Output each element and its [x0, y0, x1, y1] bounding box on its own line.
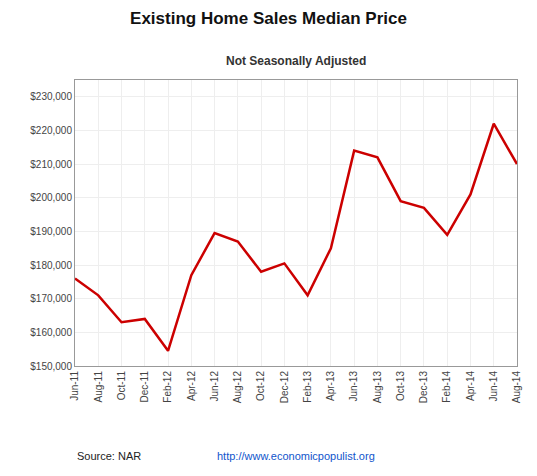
- svg-text:Apr-13: Apr-13: [325, 371, 336, 401]
- svg-text:Oct-12: Oct-12: [255, 371, 266, 401]
- svg-text:$160,000: $160,000: [30, 327, 72, 338]
- svg-text:$220,000: $220,000: [30, 125, 72, 136]
- svg-text:Dec-12: Dec-12: [279, 371, 290, 404]
- svg-text:Feb-12: Feb-12: [162, 371, 173, 403]
- svg-text:http://www.economicpopulist.or: http://www.economicpopulist.org: [217, 450, 375, 462]
- svg-text:Aug-14: Aug-14: [511, 371, 522, 404]
- svg-text:$180,000: $180,000: [30, 260, 72, 271]
- svg-text:Aug-11: Aug-11: [93, 371, 104, 403]
- svg-text:Not Seasonally Adjusted: Not Seasonally Adjusted: [226, 54, 366, 68]
- svg-text:Jun-14: Jun-14: [488, 371, 499, 402]
- svg-text:Apr-12: Apr-12: [186, 371, 197, 401]
- svg-text:$170,000: $170,000: [30, 293, 72, 304]
- svg-text:Jun-12: Jun-12: [209, 371, 220, 402]
- svg-text:Existing Home Sales Median Pri: Existing Home Sales Median Price: [130, 9, 407, 28]
- svg-text:$150,000: $150,000: [30, 361, 72, 372]
- svg-text:$190,000: $190,000: [30, 226, 72, 237]
- svg-text:Dec-11: Dec-11: [139, 371, 150, 403]
- svg-text:$230,000: $230,000: [30, 91, 72, 102]
- svg-text:Feb-13: Feb-13: [302, 371, 313, 403]
- svg-text:Feb-14: Feb-14: [441, 371, 452, 403]
- svg-text:Oct-11: Oct-11: [116, 371, 127, 401]
- svg-text:Aug-13: Aug-13: [372, 371, 383, 404]
- svg-text:$200,000: $200,000: [30, 192, 72, 203]
- svg-text:Apr-14: Apr-14: [465, 371, 476, 401]
- svg-text:Aug-12: Aug-12: [232, 371, 243, 404]
- svg-text:Jun-11: Jun-11: [69, 371, 80, 401]
- svg-text:Jun-13: Jun-13: [348, 371, 359, 402]
- svg-text:Source: NAR: Source: NAR: [77, 450, 141, 462]
- svg-text:Dec-13: Dec-13: [418, 371, 429, 404]
- svg-text:Oct-13: Oct-13: [395, 371, 406, 401]
- svg-text:$210,000: $210,000: [30, 159, 72, 170]
